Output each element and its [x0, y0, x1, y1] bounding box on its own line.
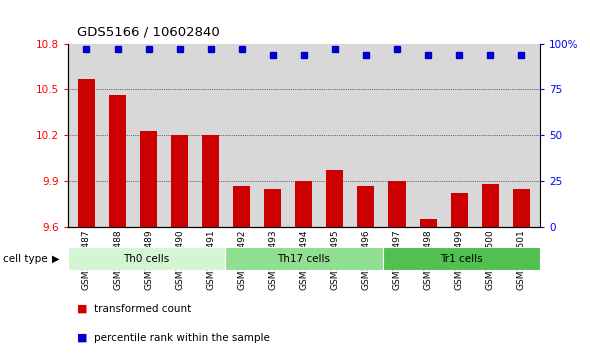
Bar: [225, 247, 382, 270]
Text: Tr1 cells: Tr1 cells: [440, 254, 483, 264]
Bar: [202, 135, 219, 227]
Bar: [171, 135, 188, 227]
Text: ■: ■: [77, 303, 87, 314]
Bar: [481, 184, 499, 227]
Bar: [233, 185, 250, 227]
Bar: [68, 247, 225, 270]
Text: ■: ■: [77, 333, 87, 343]
Text: ▶: ▶: [52, 254, 60, 264]
Bar: [264, 189, 281, 227]
Bar: [109, 95, 126, 227]
Bar: [140, 131, 157, 227]
Text: Th17 cells: Th17 cells: [277, 254, 330, 264]
Bar: [78, 79, 95, 227]
Text: transformed count: transformed count: [94, 303, 192, 314]
Bar: [419, 219, 437, 227]
Bar: [382, 247, 540, 270]
Text: Th0 cells: Th0 cells: [123, 254, 170, 264]
Bar: [358, 185, 375, 227]
Text: GDS5166 / 10602840: GDS5166 / 10602840: [77, 25, 219, 38]
Text: percentile rank within the sample: percentile rank within the sample: [94, 333, 270, 343]
Bar: [451, 193, 468, 227]
Bar: [388, 181, 405, 227]
Bar: [296, 181, 312, 227]
Bar: [326, 170, 343, 227]
Text: cell type: cell type: [3, 254, 48, 264]
Bar: [513, 189, 530, 227]
